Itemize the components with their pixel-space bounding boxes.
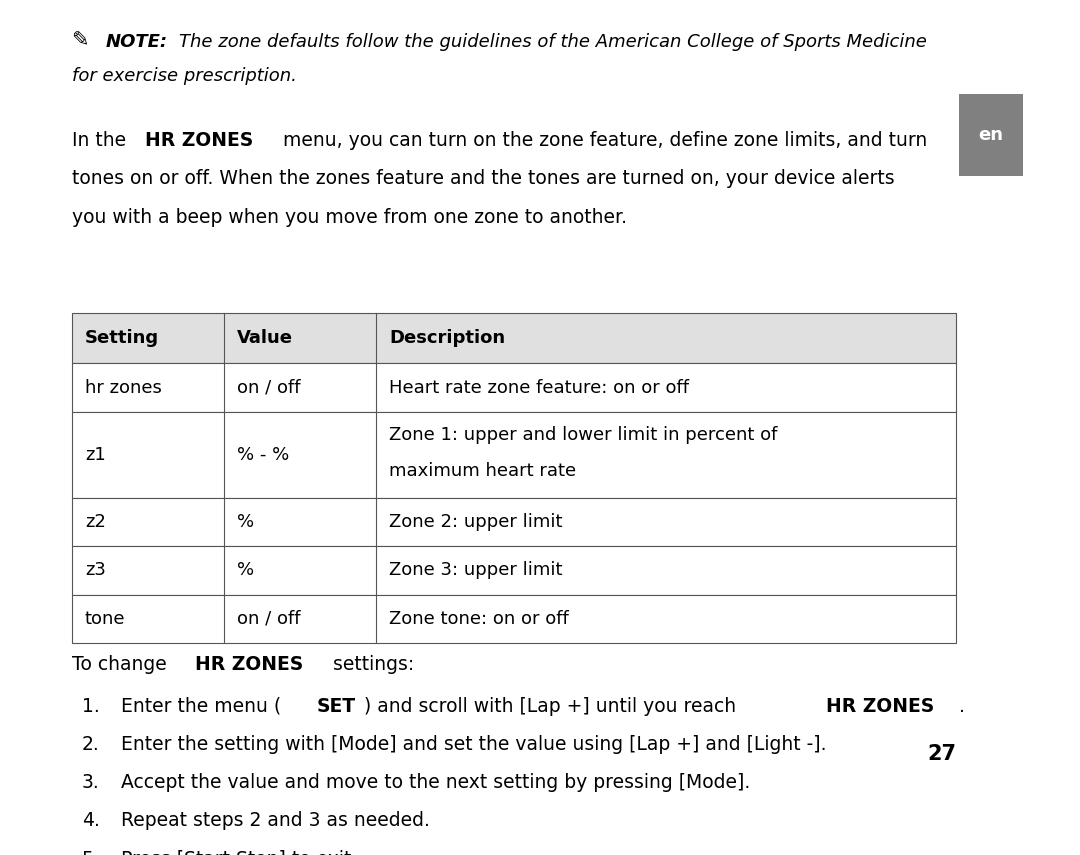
Text: .: . — [959, 697, 964, 716]
Text: % - %: % - % — [237, 445, 289, 463]
Text: Enter the menu (: Enter the menu ( — [121, 697, 281, 716]
Text: %: % — [237, 562, 254, 580]
Text: Zone tone: on or off: Zone tone: on or off — [389, 610, 569, 628]
Text: z3: z3 — [85, 562, 106, 580]
FancyBboxPatch shape — [959, 94, 1023, 176]
Text: Description: Description — [389, 329, 505, 347]
Text: on / off: on / off — [237, 379, 300, 397]
Text: NOTE:: NOTE: — [106, 32, 167, 50]
Text: on / off: on / off — [237, 610, 300, 628]
Text: Press [Start Stop] to exit.: Press [Start Stop] to exit. — [121, 850, 356, 855]
Text: 5.: 5. — [82, 850, 99, 855]
Text: tones on or off. When the zones feature and the tones are turned on, your device: tones on or off. When the zones feature … — [71, 169, 894, 188]
Text: The zone defaults follow the guidelines of the American College of Sports Medici: The zone defaults follow the guidelines … — [179, 32, 927, 50]
Text: Zone 2: upper limit: Zone 2: upper limit — [389, 513, 563, 531]
Text: SET: SET — [316, 697, 355, 716]
Text: 3.: 3. — [82, 773, 99, 793]
Text: z2: z2 — [85, 513, 106, 531]
Text: Repeat steps 2 and 3 as needed.: Repeat steps 2 and 3 as needed. — [121, 811, 430, 830]
Text: HR ZONES: HR ZONES — [826, 697, 934, 716]
Text: 27: 27 — [927, 744, 956, 764]
Text: Heart rate zone feature: on or off: Heart rate zone feature: on or off — [389, 379, 689, 397]
Text: you with a beep when you move from one zone to another.: you with a beep when you move from one z… — [71, 208, 626, 227]
Text: %: % — [237, 513, 254, 531]
Text: ) and scroll with [Lap +] until you reach: ) and scroll with [Lap +] until you reac… — [364, 697, 742, 716]
Text: Setting: Setting — [85, 329, 159, 347]
Text: ✎: ✎ — [71, 31, 89, 50]
Text: for exercise prescription.: for exercise prescription. — [71, 68, 297, 86]
FancyBboxPatch shape — [71, 498, 956, 546]
Text: tone: tone — [85, 610, 125, 628]
FancyBboxPatch shape — [71, 412, 956, 498]
FancyBboxPatch shape — [71, 363, 956, 412]
FancyBboxPatch shape — [71, 546, 956, 594]
Text: Value: Value — [237, 329, 293, 347]
Text: maximum heart rate: maximum heart rate — [389, 462, 577, 480]
Text: HR ZONES: HR ZONES — [145, 131, 254, 150]
Text: Zone 1: upper and lower limit in percent of: Zone 1: upper and lower limit in percent… — [389, 426, 778, 444]
Text: 4.: 4. — [82, 811, 99, 830]
Text: Accept the value and move to the next setting by pressing [Mode].: Accept the value and move to the next se… — [121, 773, 750, 793]
Text: hr zones: hr zones — [85, 379, 162, 397]
Text: Zone 3: upper limit: Zone 3: upper limit — [389, 562, 563, 580]
Text: menu, you can turn on the zone feature, define zone limits, and turn: menu, you can turn on the zone feature, … — [278, 131, 928, 150]
Text: settings:: settings: — [327, 655, 415, 675]
Text: Enter the setting with [Mode] and set the value using [Lap +] and [Light -].: Enter the setting with [Mode] and set th… — [121, 735, 826, 754]
Text: en: en — [978, 126, 1003, 144]
Text: In the: In the — [71, 131, 132, 150]
Text: 2.: 2. — [82, 735, 99, 754]
Text: To change: To change — [71, 655, 173, 675]
FancyBboxPatch shape — [71, 594, 956, 643]
Text: z1: z1 — [85, 445, 106, 463]
Text: HR ZONES: HR ZONES — [194, 655, 302, 675]
Text: 1.: 1. — [82, 697, 99, 716]
FancyBboxPatch shape — [71, 313, 956, 363]
